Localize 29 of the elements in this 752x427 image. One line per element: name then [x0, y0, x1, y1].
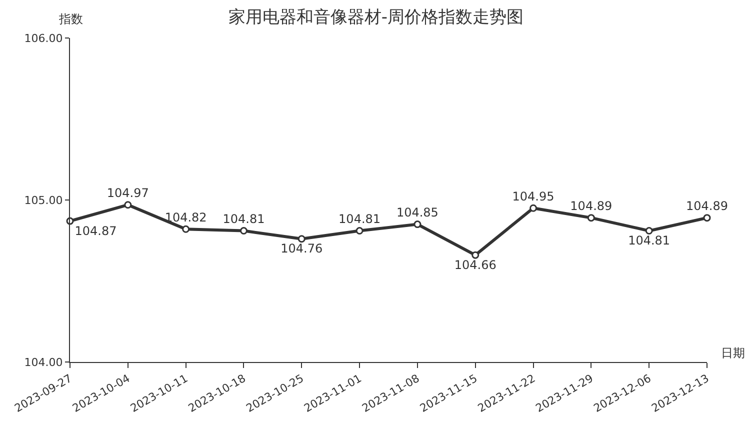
point	[240, 227, 248, 235]
data-label: 104.66	[454, 258, 496, 272]
data-label: 104.82	[164, 210, 207, 224]
data-label: 104.85	[396, 206, 438, 220]
chart-title: 家用电器和音像器材-周价格指数走势图	[228, 8, 524, 28]
point	[124, 201, 132, 209]
point	[414, 220, 422, 228]
data-label: 104.81	[222, 212, 265, 226]
point	[587, 214, 595, 222]
point	[703, 214, 711, 222]
x-axis-title: 日期	[721, 346, 745, 360]
data-label: 104.89	[570, 199, 612, 214]
point	[530, 204, 538, 212]
data-label: 104.95	[512, 189, 554, 204]
point	[182, 225, 190, 233]
point	[645, 227, 653, 235]
data-label: 104.81	[338, 212, 381, 226]
data-label: 104.89	[686, 199, 728, 214]
data-label: 104.97	[106, 186, 149, 200]
point	[356, 227, 364, 235]
y-tick-label: 104.00	[24, 356, 63, 369]
data-label: 104.81	[628, 234, 670, 248]
y-tick-label: 106.00	[24, 32, 63, 45]
point	[298, 235, 306, 243]
data-label: 104.76	[280, 242, 323, 256]
y-tick-label: 105.00	[24, 194, 63, 207]
data-label: 104.87	[74, 224, 117, 238]
y-axis-title: 指数	[58, 12, 83, 26]
point	[472, 251, 480, 259]
